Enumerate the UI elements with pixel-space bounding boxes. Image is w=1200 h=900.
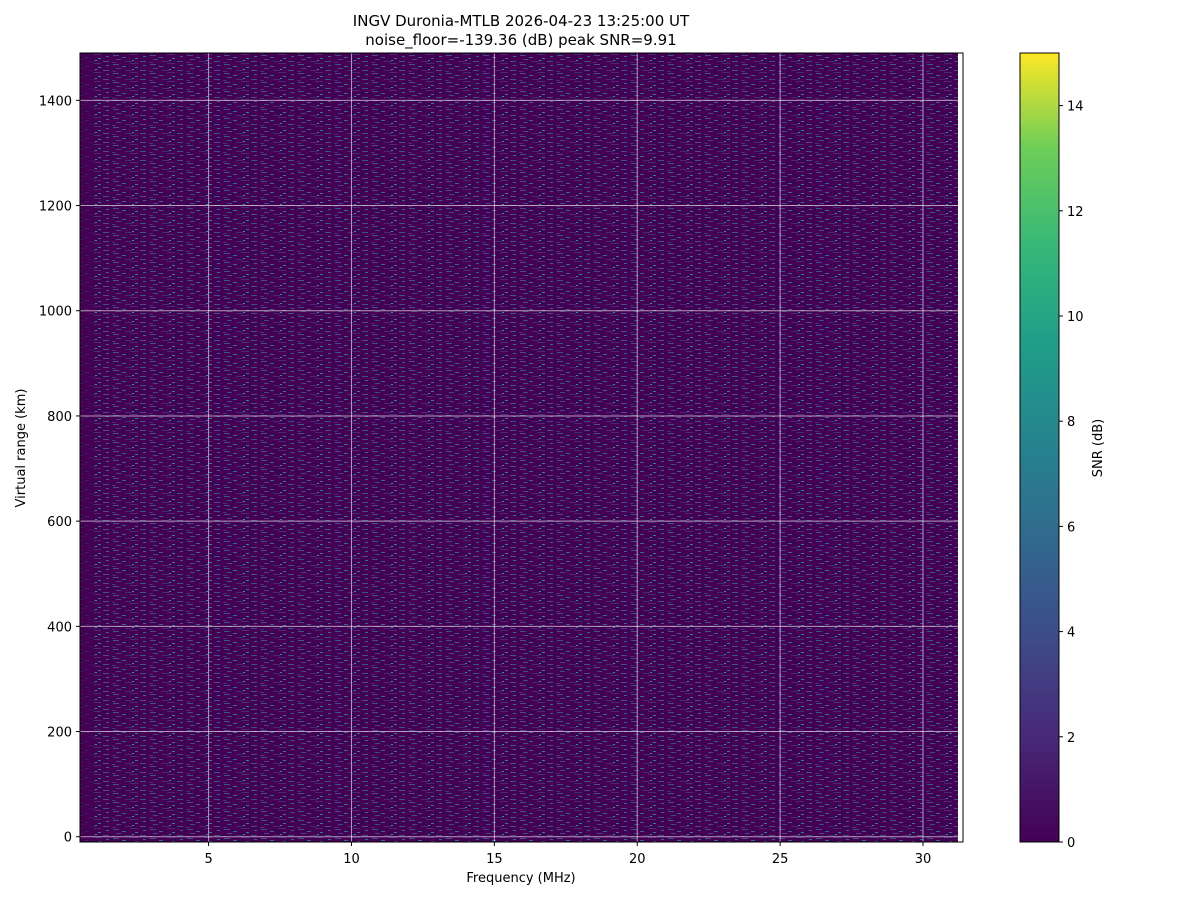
colorbar-tick-label: 14 (1067, 100, 1084, 115)
plot-frame (79, 52, 964, 843)
heatmap-edge (80, 53, 94, 842)
y-tick-label: 1000 (39, 305, 72, 320)
x-tick-label: 10 (343, 852, 360, 867)
y-tick-label: 800 (47, 410, 72, 425)
grid (80, 53, 963, 842)
colorbar-tick-label: 4 (1067, 626, 1075, 641)
y-tick-label: 600 (47, 515, 72, 530)
y-tick-label: 0 (64, 831, 72, 846)
y-tick-label: 1200 (39, 200, 72, 215)
colorbar-tick-label: 12 (1067, 205, 1084, 220)
chart-title: INGV Duronia-MTLB 2026-04-23 13:25:00 UT (353, 12, 690, 30)
colorbar-tick-label: 6 (1067, 520, 1075, 535)
x-tick-label: 25 (772, 852, 789, 867)
chart-subtitle: noise_floor=-139.36 (dB) peak SNR=9.91 (365, 31, 676, 50)
colorbar-tick-label: 8 (1067, 415, 1075, 430)
colorbar-tick-label: 0 (1067, 836, 1075, 851)
y-axis-label: Virtual range (km) (14, 389, 29, 508)
colorbar-label: SNR (dB) (1091, 419, 1106, 477)
y-tick-label: 400 (47, 620, 72, 635)
y-tick-label: 1400 (39, 94, 72, 109)
x-tick-label: 30 (915, 852, 932, 867)
heatmap-image (80, 53, 963, 842)
colorbar (1019, 52, 1060, 843)
x-axis-label: Frequency (MHz) (466, 871, 575, 886)
y-tick-label: 200 (47, 726, 72, 741)
colorbar-tick-label: 2 (1067, 731, 1075, 746)
heatmap-edge (958, 53, 963, 842)
x-tick-label: 15 (486, 852, 503, 867)
x-tick-label: 5 (204, 852, 212, 867)
colorbar-tick-label: 10 (1067, 310, 1084, 325)
x-tick-label: 20 (629, 852, 646, 867)
